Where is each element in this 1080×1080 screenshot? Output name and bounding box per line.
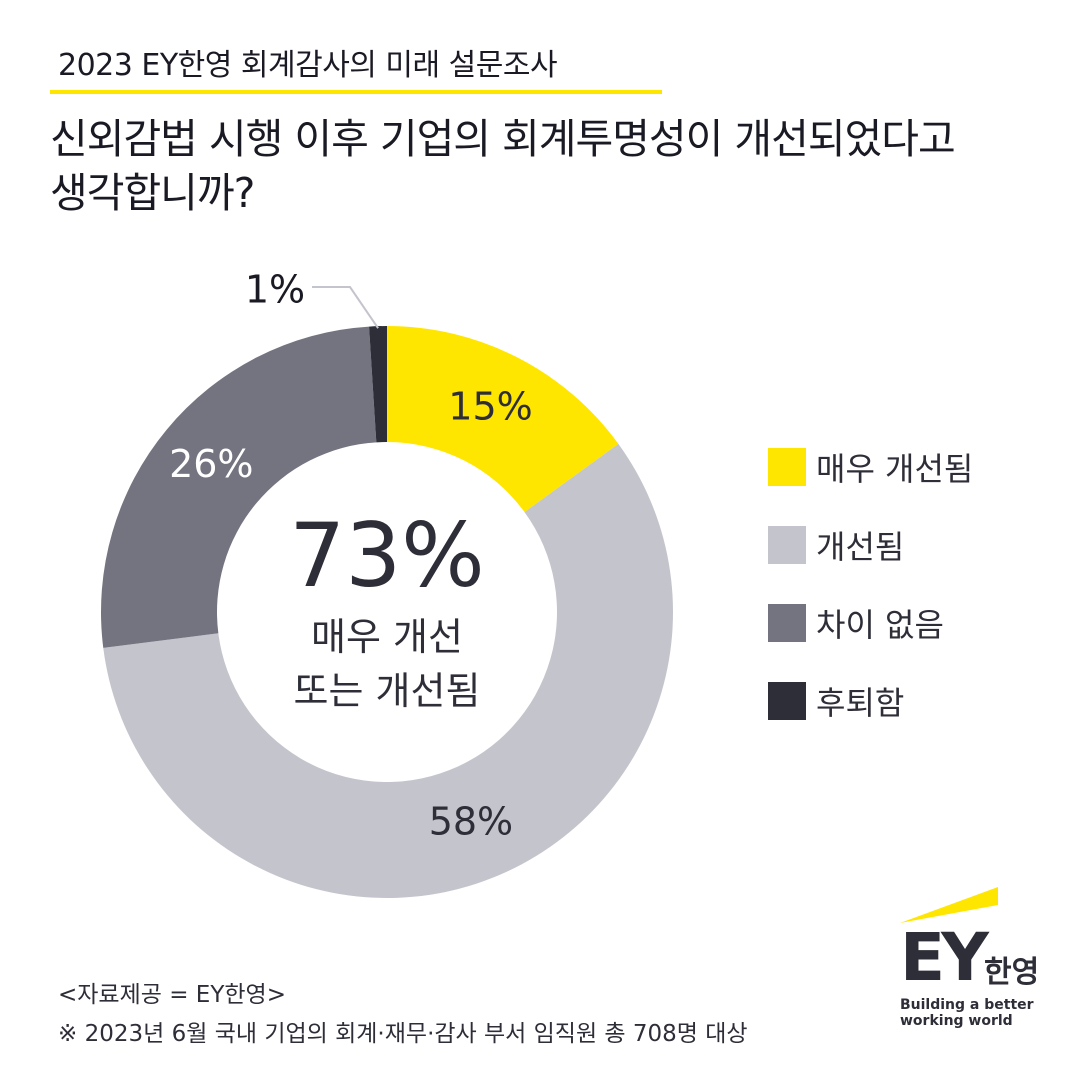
- logo-tagline-2: working world: [900, 1013, 1013, 1029]
- survey-note: ※ 2023년 6월 국내 기업의 회계·재무·감사 부서 임직원 총 708명…: [58, 1021, 748, 1047]
- legend-swatch: [768, 682, 806, 720]
- donut-slice-4: [369, 326, 387, 443]
- logo-korean: 한영: [984, 955, 1040, 990]
- legend-label: 매우 개선됨: [816, 450, 974, 488]
- legend-swatch: [768, 604, 806, 642]
- legend-item-1: 매우 개선됨: [768, 445, 973, 489]
- donut-slice-2: [103, 443, 674, 898]
- question-text: 신외감법 시행 이후 기업의 회계투명성이 개선되었다고 생각합니까?: [50, 112, 1050, 220]
- title-underline: [50, 90, 662, 94]
- logo-tagline-1: Building a better: [900, 997, 1034, 1013]
- legend-label: 개선됨: [816, 528, 905, 566]
- legend-label: 후퇴함: [816, 684, 905, 722]
- survey-title: 2023 EY한영 회계감사의 미래 설문조사: [58, 48, 558, 83]
- legend-item-2: 개선됨: [768, 523, 973, 567]
- logo-mark: EY: [900, 919, 989, 996]
- legend-swatch: [768, 526, 806, 564]
- slice-label-3: 26%: [169, 442, 253, 486]
- slice-label-1: 15%: [448, 384, 532, 428]
- legend-label: 차이 없음: [816, 606, 944, 644]
- ey-logo: EY 한영 Building a better working world: [898, 885, 1058, 1045]
- question-line-1: 신외감법 시행 이후 기업의 회계투명성이 개선되었다고: [50, 115, 956, 163]
- legend-item-3: 차이 없음: [768, 601, 973, 645]
- question-line-2: 생각합니까?: [50, 169, 255, 217]
- slice-label-2: 58%: [429, 799, 513, 843]
- slice-leader-line: [312, 286, 379, 329]
- data-source: <자료제공 = EY한영>: [58, 982, 286, 1008]
- logo-tagline: Building a better working world: [900, 997, 1034, 1029]
- center-caption-line-2: 또는 개선됨: [294, 669, 481, 713]
- logo-accent-bar: [900, 887, 998, 923]
- slice-label-4: 1%: [245, 268, 305, 312]
- legend-item-4: 후퇴함: [768, 679, 973, 723]
- center-caption-line-1: 매우 개선: [311, 615, 463, 659]
- donut-slice-1: [387, 326, 619, 513]
- legend-swatch: [768, 448, 806, 486]
- donut-slice-3: [101, 326, 377, 648]
- center-total-value: 73%: [289, 504, 485, 607]
